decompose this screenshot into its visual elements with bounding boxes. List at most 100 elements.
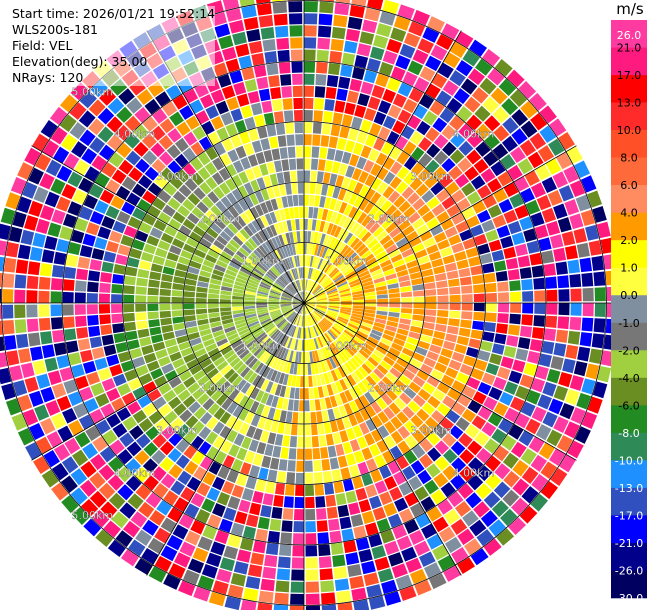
range-gate <box>38 276 51 290</box>
range-gate <box>564 199 580 216</box>
range-gate <box>479 77 497 95</box>
range-gate <box>69 122 87 140</box>
range-gate <box>106 116 123 133</box>
range-gate <box>138 418 154 433</box>
range-gate <box>134 106 151 123</box>
range-gate <box>338 335 349 346</box>
range-gate <box>314 98 325 110</box>
range-gate <box>546 429 563 447</box>
range-gate <box>9 365 23 382</box>
range-gate <box>399 508 414 523</box>
range-gate <box>85 425 101 442</box>
range-gate <box>186 272 199 281</box>
range-gate <box>397 440 411 455</box>
colorbar-tick-label: -21.0 <box>615 537 643 550</box>
range-gate <box>315 308 326 314</box>
range-gate <box>441 124 457 140</box>
range-gate <box>355 487 368 501</box>
range-gate <box>249 206 260 219</box>
range-gate <box>363 572 380 587</box>
range-gate <box>459 449 475 465</box>
range-gate <box>470 329 483 340</box>
range-gate <box>406 259 419 269</box>
range-gate <box>32 232 46 248</box>
range-gate <box>356 267 368 275</box>
range-gate <box>328 251 337 262</box>
range-gate <box>182 147 197 162</box>
range-gate <box>236 93 250 107</box>
range-gate <box>89 336 103 349</box>
range-gate <box>290 581 304 593</box>
range-gate <box>416 369 430 382</box>
range-gate <box>291 61 303 73</box>
range-gate <box>295 134 304 146</box>
range-gate <box>400 308 413 314</box>
range-gate <box>281 294 293 300</box>
range-gate <box>320 135 330 147</box>
range-gate <box>239 228 250 240</box>
range-gate <box>101 261 114 273</box>
range-gate <box>302 267 304 279</box>
range-gate <box>263 149 273 163</box>
range-gate <box>336 319 347 327</box>
range-gate <box>332 272 343 282</box>
range-gate <box>176 423 191 438</box>
range-gate <box>283 208 291 220</box>
range-gate <box>443 565 461 582</box>
range-gate <box>312 285 321 294</box>
range-gate <box>349 254 360 265</box>
range-gate <box>219 231 232 242</box>
range-gate <box>98 482 116 500</box>
range-gate <box>317 386 325 398</box>
range-gate <box>326 148 336 161</box>
range-gate <box>69 102 87 120</box>
range-gate <box>316 272 324 283</box>
range-gate <box>515 348 529 361</box>
range-gate <box>361 363 373 375</box>
range-gate <box>210 352 223 362</box>
range-gate <box>106 354 120 367</box>
range-gate <box>276 172 285 185</box>
range-gate <box>247 222 258 234</box>
range-gate <box>444 226 458 238</box>
range-gate <box>138 221 153 234</box>
range-gate <box>269 173 278 186</box>
range-gate <box>415 513 431 529</box>
range-gate <box>377 213 389 226</box>
range-gate <box>298 327 302 339</box>
range-gate <box>255 265 266 275</box>
range-gate <box>319 1 334 14</box>
range-gate <box>337 352 347 364</box>
range-gate <box>281 520 293 532</box>
range-ring-label: 4.00km <box>453 466 495 479</box>
range-gate <box>530 493 549 512</box>
range-gate <box>304 279 307 291</box>
range-gate <box>225 8 242 22</box>
range-gate <box>295 472 304 484</box>
range-gate <box>538 442 555 460</box>
range-gate <box>409 271 422 280</box>
range-gate <box>220 290 232 296</box>
range-gate <box>487 204 502 218</box>
range-gate <box>195 509 211 524</box>
range-gate <box>577 346 591 362</box>
range-gate <box>233 561 249 575</box>
range-gate <box>260 138 271 151</box>
range-gate <box>56 165 73 182</box>
range-gate <box>98 464 115 481</box>
range-gate <box>311 284 320 294</box>
range-gate <box>67 171 83 188</box>
range-gate <box>545 315 558 328</box>
range-gate <box>363 288 376 294</box>
range-gate <box>417 469 432 485</box>
range-gate <box>24 215 39 231</box>
range-gate <box>289 231 295 244</box>
range-gate <box>423 322 435 330</box>
range-gate <box>465 247 479 258</box>
range-gate <box>338 260 349 270</box>
range-gate <box>101 215 116 230</box>
range-gate <box>185 278 197 286</box>
range-gate <box>254 114 266 128</box>
range-gate <box>304 231 308 242</box>
range-gate <box>434 362 448 374</box>
